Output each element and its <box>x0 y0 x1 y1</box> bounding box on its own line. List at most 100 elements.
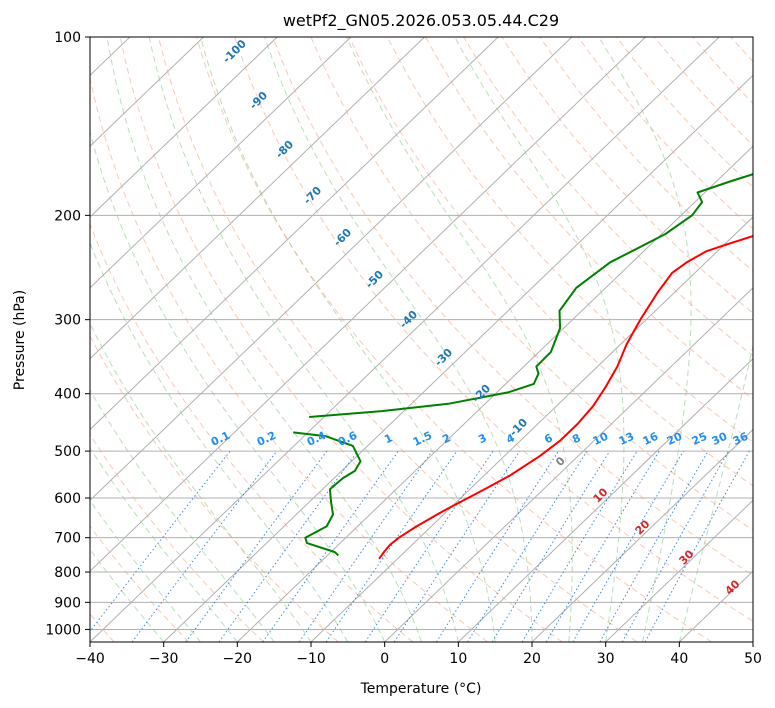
moist-adiabats <box>90 37 753 642</box>
y-tick-label: 400 <box>54 387 81 403</box>
x-tick-label: −30 <box>149 651 179 667</box>
x-tick-label: 50 <box>744 651 762 667</box>
isotherm-line <box>90 37 646 572</box>
dry-adiabat-label: 20 <box>633 517 653 537</box>
y-tick-label: 500 <box>54 444 81 460</box>
isotherm-line <box>605 499 753 642</box>
moist-adiabat <box>678 343 753 642</box>
isotherm-line <box>90 37 720 642</box>
moist-adiabat <box>90 446 238 642</box>
mixing-ratio-line <box>185 450 328 642</box>
y-axis-ticks: 100 200 300 400 500 600 700 800 900 1000 <box>45 30 90 638</box>
mixing-ratio-label: 6 <box>542 431 555 446</box>
isotherm-line <box>90 37 352 289</box>
dry-adiabat-label: 40 <box>723 577 743 597</box>
dry-adiabat-label: -20 <box>470 382 493 405</box>
mixing-ratio-line <box>364 450 494 642</box>
isopleth-labels: -100-90-80-70-60-50-40-30-20-10010203040… <box>209 37 751 598</box>
temperature-line <box>378 235 753 560</box>
y-tick-label: 200 <box>54 208 81 224</box>
dry-adiabat-label: -70 <box>301 184 324 207</box>
y-tick-label: 600 <box>54 491 81 507</box>
mixing-ratio-label: 1.5 <box>411 429 434 449</box>
isotherm-line <box>90 37 278 218</box>
mixing-ratio-line <box>131 450 278 642</box>
mixing-ratio-label: 8 <box>570 431 582 446</box>
moist-adiabat <box>90 241 349 642</box>
mixing-ratio-line <box>393 450 521 642</box>
dry-adiabat <box>90 334 339 642</box>
dry-adiabat <box>157 37 638 642</box>
mixing-ratio-label: 36 <box>731 430 751 448</box>
dry-adiabat <box>90 76 488 642</box>
moist-adiabat <box>90 499 201 642</box>
x-axis-label: Temperature (°C) <box>360 681 482 697</box>
dry-adiabat <box>90 525 190 642</box>
x-tick-label: −10 <box>296 651 326 667</box>
mixing-ratio-label: 3 <box>476 431 488 446</box>
dry-adiabat <box>539 37 753 272</box>
mixing-ratio-line <box>467 450 588 642</box>
dry-adiabat <box>501 37 753 314</box>
chart-title: wetPf2_GN05.2026.053.05.44.C29 <box>283 11 559 31</box>
dry-adiabat-label: -60 <box>331 226 354 249</box>
dry-adiabats <box>90 37 775 642</box>
dewpoint-line <box>309 173 753 418</box>
dry-adiabat <box>769 37 775 642</box>
isotherm-line <box>90 37 425 360</box>
sounding-series <box>293 173 753 560</box>
dry-adiabat <box>196 37 712 642</box>
mixing-ratio-label: 0.2 <box>255 429 278 449</box>
isotherm-line <box>384 287 753 642</box>
dry-adiabat-label: -90 <box>247 89 270 112</box>
mixing-ratio-line <box>572 450 684 642</box>
moist-adiabat <box>598 37 692 642</box>
mixing-ratio-label: 16 <box>641 430 661 448</box>
mixing-ratio-label: 30 <box>710 430 730 448</box>
isotherm-line <box>752 641 753 642</box>
dry-adiabat <box>386 37 753 443</box>
mixing-ratio-label: 10 <box>591 430 611 448</box>
dry-adiabat-label: 10 <box>591 485 611 505</box>
dry-adiabat-label: -50 <box>363 268 386 291</box>
grid-lines <box>90 37 753 642</box>
mixing-ratio-line <box>491 450 611 642</box>
moist-adiabat <box>90 389 275 642</box>
dry-adiabat <box>90 222 414 642</box>
x-tick-label: 20 <box>523 651 541 667</box>
x-tick-label: 30 <box>597 651 615 667</box>
dry-adiabat <box>119 37 563 642</box>
x-tick-label: 40 <box>670 651 688 667</box>
dry-adiabat <box>615 37 753 188</box>
plot-area: -100-90-80-70-60-50-40-30-20-10010203040… <box>90 37 775 642</box>
moist-adiabat <box>454 37 625 642</box>
isotherm-line <box>90 37 573 502</box>
mixing-ratio-line <box>262 450 399 642</box>
mixing-ratio-label: 0.6 <box>336 429 359 449</box>
mixing-ratio-label: 25 <box>690 430 709 448</box>
isotherm-line <box>90 37 204 147</box>
dry-adiabat <box>234 37 753 622</box>
plot-frame <box>89 36 754 643</box>
mixing-ratio-line <box>621 450 730 642</box>
moist-adiabat <box>148 37 459 642</box>
moist-adiabat <box>106 37 422 642</box>
dry-adiabat-label: -100 <box>220 37 249 66</box>
mixing-ratio-label: 13 <box>617 430 636 448</box>
mixing-ratio-line <box>90 450 231 633</box>
isotherm-line <box>236 145 753 642</box>
dry-adiabat <box>463 37 753 357</box>
dry-adiabat-label: -80 <box>273 138 296 161</box>
moist-adiabat <box>264 37 533 642</box>
moist-adiabat <box>346 37 573 642</box>
dry-adiabat-label: -30 <box>432 346 455 369</box>
dry-adiabat <box>90 433 264 642</box>
y-tick-label: 900 <box>54 595 81 611</box>
dry-adiabat <box>654 37 753 146</box>
mixing-ratio-label: 20 <box>665 430 685 448</box>
mixing-ratio-line <box>218 450 359 642</box>
moist-adiabat <box>90 548 165 642</box>
x-tick-label: −40 <box>75 651 105 667</box>
x-tick-label: 0 <box>380 651 389 667</box>
